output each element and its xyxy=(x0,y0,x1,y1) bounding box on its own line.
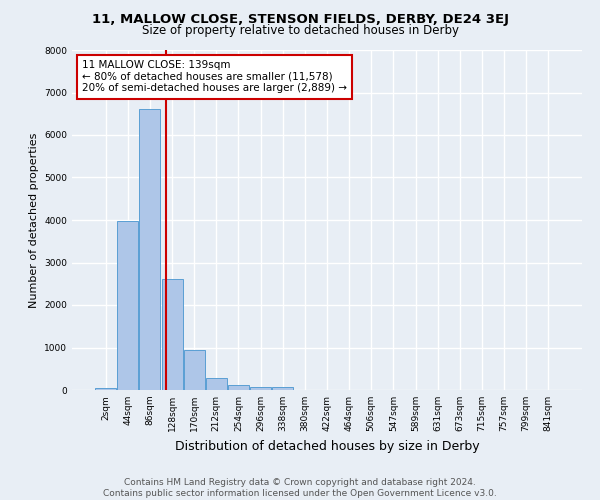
Bar xyxy=(161,278,182,390)
X-axis label: Distribution of detached houses by size in Derby: Distribution of detached houses by size … xyxy=(175,440,479,452)
Bar xyxy=(272,387,293,390)
Text: Size of property relative to detached houses in Derby: Size of property relative to detached ho… xyxy=(142,24,458,37)
Y-axis label: Number of detached properties: Number of detached properties xyxy=(29,132,38,308)
Bar xyxy=(95,388,116,390)
Bar xyxy=(206,378,227,390)
Text: 11 MALLOW CLOSE: 139sqm
← 80% of detached houses are smaller (11,578)
20% of sem: 11 MALLOW CLOSE: 139sqm ← 80% of detache… xyxy=(82,60,347,94)
Bar xyxy=(118,221,139,390)
Bar xyxy=(139,108,160,390)
Bar xyxy=(184,350,205,390)
Bar xyxy=(228,386,249,390)
Bar xyxy=(250,388,271,390)
Text: 11, MALLOW CLOSE, STENSON FIELDS, DERBY, DE24 3EJ: 11, MALLOW CLOSE, STENSON FIELDS, DERBY,… xyxy=(91,12,509,26)
Text: Contains HM Land Registry data © Crown copyright and database right 2024.
Contai: Contains HM Land Registry data © Crown c… xyxy=(103,478,497,498)
